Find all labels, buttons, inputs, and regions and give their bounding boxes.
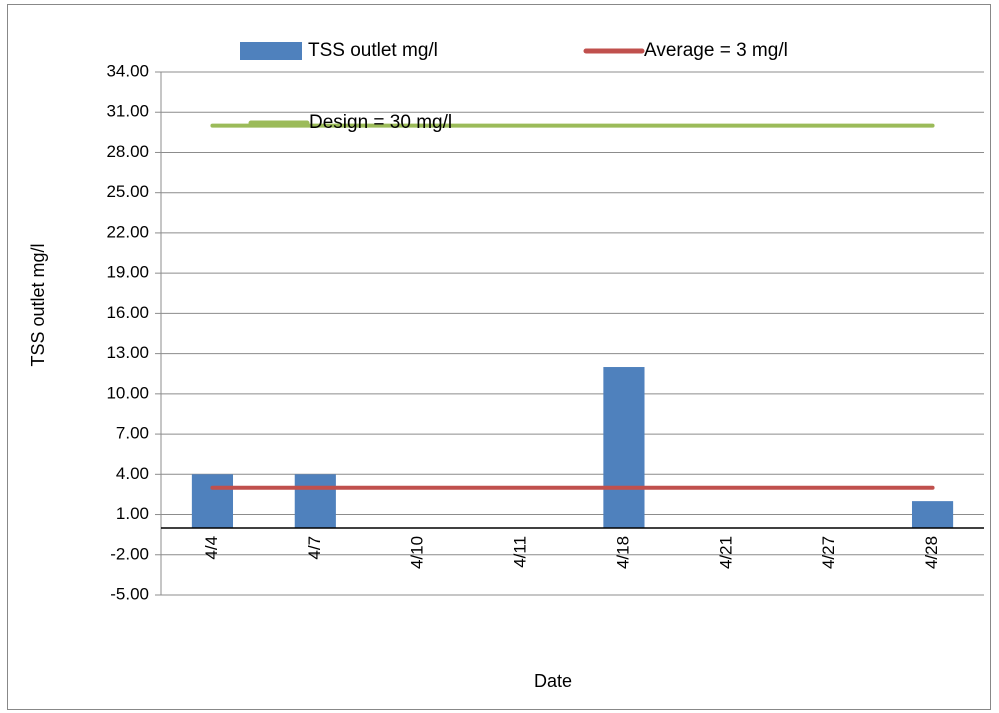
y-tick-label: 25.00 (106, 182, 149, 201)
x-axis-title: Date (534, 671, 572, 691)
y-tick-label: 28.00 (106, 142, 149, 161)
legend-label: Design = 30 mg/l (309, 112, 452, 133)
y-tick-label: 10.00 (106, 383, 149, 402)
y-tick-label: 34.00 (106, 61, 149, 80)
bars (191, 367, 954, 528)
y-tick-label: 13.00 (106, 343, 149, 362)
gridlines (155, 71, 984, 596)
chart-frame: 34.00 31.00 28.00 25.00 22.00 19.00 16.00 13.00… (7, 4, 991, 710)
y-tick-label: 4.00 (116, 464, 149, 483)
y-tick-label: 7.00 (116, 424, 149, 443)
x-tick-label: 4/7 (305, 536, 324, 560)
bar-4-4 (191, 474, 234, 528)
y-tick-label: 1.00 (116, 504, 149, 523)
y-tick-label: 22.00 (106, 222, 149, 241)
legend: TSS outlet mg/l Average = 3 mg/l Design = … (240, 40, 788, 133)
legend-label: TSS outlet mg/l (308, 40, 438, 61)
x-tick-label: 4/27 (819, 536, 838, 569)
x-tick-label: 4/28 (922, 536, 941, 569)
legend-swatch-bar (240, 42, 302, 60)
y-axis-title: TSS outlet mg/l (28, 243, 48, 366)
x-axis-tick-labels: 4/4 4/7 4/10 4/11 4/18 4/21 4/27 4/28 (202, 536, 941, 569)
tss-chart: 34.00 31.00 28.00 25.00 22.00 19.00 16.00 13.00… (28, 40, 984, 691)
x-tick-label: 4/18 (613, 536, 632, 569)
x-tick-label: 4/21 (716, 536, 735, 569)
y-tick-label: -5.00 (110, 584, 149, 603)
y-tick-label: 16.00 (106, 303, 149, 322)
legend-label: Average = 3 mg/l (644, 40, 788, 61)
y-tick-label: -2.00 (110, 544, 149, 563)
y-tick-label: 31.00 (106, 102, 149, 121)
y-tick-label: 19.00 (106, 263, 149, 282)
y-axis-tick-labels: 34.00 31.00 28.00 25.00 22.00 19.00 16.00 13.00… (106, 61, 149, 603)
bar-4-28 (911, 501, 954, 528)
axes (160, 72, 984, 595)
series-lines (210, 123, 935, 490)
x-tick-label: 4/10 (408, 536, 427, 569)
x-tick-label: 4/4 (202, 536, 221, 560)
bar-4-7 (294, 474, 336, 528)
bar-4-18 (603, 367, 645, 528)
x-tick-label: 4/11 (511, 536, 530, 568)
